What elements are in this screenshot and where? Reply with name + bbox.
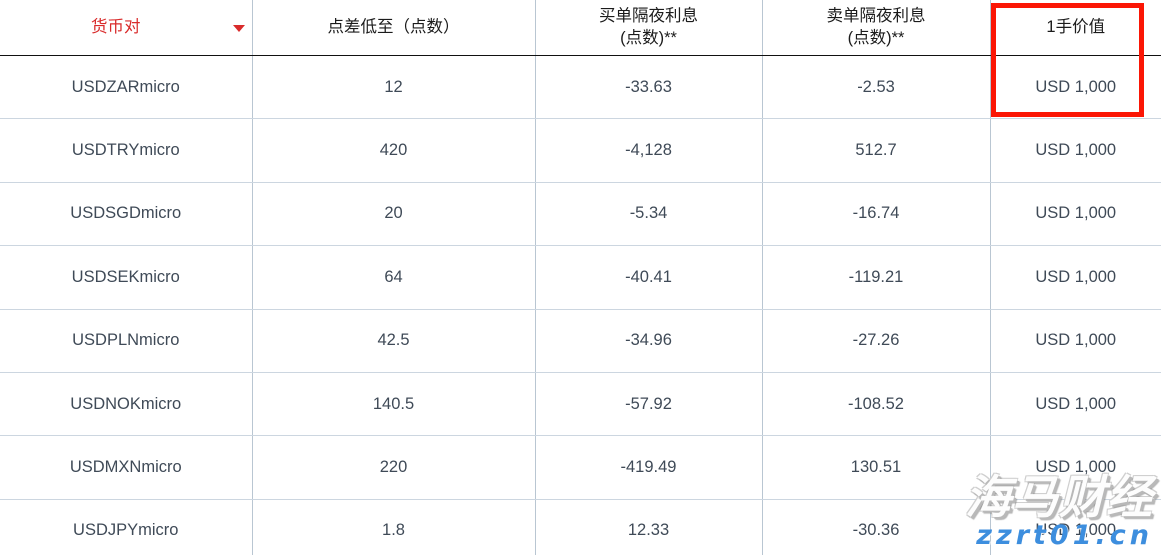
- column-header-buy-swap: 买单隔夜利息 (点数)**: [535, 0, 763, 56]
- cell-sell-swap: -119.21: [762, 245, 991, 310]
- cell-sell-swap: -27.26: [762, 309, 991, 373]
- cell-lot-value: USD 1,000: [1035, 521, 1117, 540]
- cell-sell-swap: 130.51: [762, 435, 991, 500]
- cell-spread: 64: [252, 245, 536, 310]
- cell-lot-value: USD 1,000: [990, 55, 1161, 120]
- column-header-spread: 点差低至（点数）: [252, 0, 536, 56]
- cell-sell-swap: -16.74: [762, 182, 991, 247]
- cell-spread: 20: [252, 182, 536, 247]
- cell-pair: USDNOKmicro: [0, 372, 253, 437]
- cell-pair: USDZARmicro: [0, 55, 253, 120]
- column-header-sell-swap: 卖单隔夜利息 (点数)**: [762, 0, 991, 56]
- cell-lot-value: USD 1,000: [990, 372, 1161, 437]
- cell-spread: 220: [252, 435, 536, 500]
- column-header-lot-value: 1手价值: [990, 0, 1161, 56]
- sort-descending-caret-icon[interactable]: [232, 24, 245, 32]
- table-row: USDSEKmicro 64 -40.41 -119.21 USD 1,000: [0, 245, 1161, 310]
- cell-buy-swap: -57.92: [535, 372, 763, 437]
- table-row: USDPLNmicro 42.5 -34.96 -27.26 USD 1,000: [0, 309, 1161, 373]
- column-header-pair[interactable]: 货币对: [0, 0, 253, 56]
- cell-pair: USDSEKmicro: [0, 245, 253, 310]
- table-row: USDTRYmicro 420 -4,128 512.7 USD 1,000: [0, 118, 1161, 183]
- table-body: USDZARmicro 12 -33.63 -2.53 USD 1,000 USDTRYm…: [0, 55, 1161, 555]
- cell-buy-swap: -4,128: [535, 118, 763, 183]
- column-header-lot-value-label: 1手价值: [1046, 17, 1106, 36]
- cell-buy-swap: -34.96: [535, 309, 763, 373]
- cell-sell-swap: -30.36: [762, 499, 991, 555]
- table-header: 货币对 点差低至（点数） 买单隔夜利息 (点数)** 卖单隔夜利息 (点数)**…: [0, 0, 1161, 56]
- column-header-buy-swap-sublabel: (点数)**: [620, 28, 677, 47]
- table-row: USDJPYmicro 1.8 12.33 -30.36 USD 1,000: [0, 499, 1161, 555]
- cell-sell-swap: -2.53: [762, 55, 991, 120]
- cell-lot-value: USD 1,000: [990, 182, 1161, 247]
- column-header-spread-label: 点差低至（点数）: [327, 17, 460, 36]
- cell-lot-value: USD 1,000: [990, 118, 1161, 183]
- cell-buy-swap: -40.41: [535, 245, 763, 310]
- cell-lot-value: USD 1,000: [990, 435, 1161, 500]
- cell-pair: USDPLNmicro: [0, 309, 253, 373]
- cell-pair: USDJPYmicro: [0, 499, 253, 555]
- cell-pair: USDSGDmicro: [0, 182, 253, 247]
- column-header-sell-swap-sublabel: (点数)**: [847, 28, 905, 47]
- column-header-pair-label: 货币对: [91, 17, 141, 36]
- cell-lot-value: USD 1,000: [990, 245, 1161, 310]
- cell-buy-swap: -419.49: [535, 435, 763, 500]
- table-row: USDZARmicro 12 -33.63 -2.53 USD 1,000: [0, 55, 1161, 120]
- cell-spread: 42.5: [252, 309, 536, 373]
- cell-buy-swap: -33.63: [535, 55, 763, 120]
- cell-spread: 12: [252, 55, 536, 120]
- column-header-buy-swap-label: 买单隔夜利息: [599, 6, 698, 25]
- cell-sell-swap: -108.52: [762, 372, 991, 437]
- cell-buy-swap: 12.33: [535, 499, 763, 555]
- cell-pair: USDMXNmicro: [0, 435, 253, 500]
- cell-spread: 1.8: [252, 499, 536, 555]
- table-row: USDSGDmicro 20 -5.34 -16.74 USD 1,000: [0, 182, 1161, 247]
- cell-spread: 140.5: [252, 372, 536, 437]
- table-row: USDNOKmicro 140.5 -57.92 -108.52 USD 1,000: [0, 372, 1161, 437]
- cell-lot-value: USD 1,000: [990, 309, 1161, 373]
- table-row: USDMXNmicro 220 -419.49 130.51 USD 1,000: [0, 435, 1161, 500]
- cell-spread: 420: [252, 118, 536, 183]
- cell-sell-swap: 512.7: [762, 118, 991, 183]
- table-header-row: 货币对 点差低至（点数） 买单隔夜利息 (点数)** 卖单隔夜利息 (点数)**…: [0, 0, 1161, 56]
- cell-buy-swap: -5.34: [535, 182, 763, 247]
- cell-pair: USDTRYmicro: [0, 118, 253, 183]
- column-header-sell-swap-label: 卖单隔夜利息: [826, 6, 926, 25]
